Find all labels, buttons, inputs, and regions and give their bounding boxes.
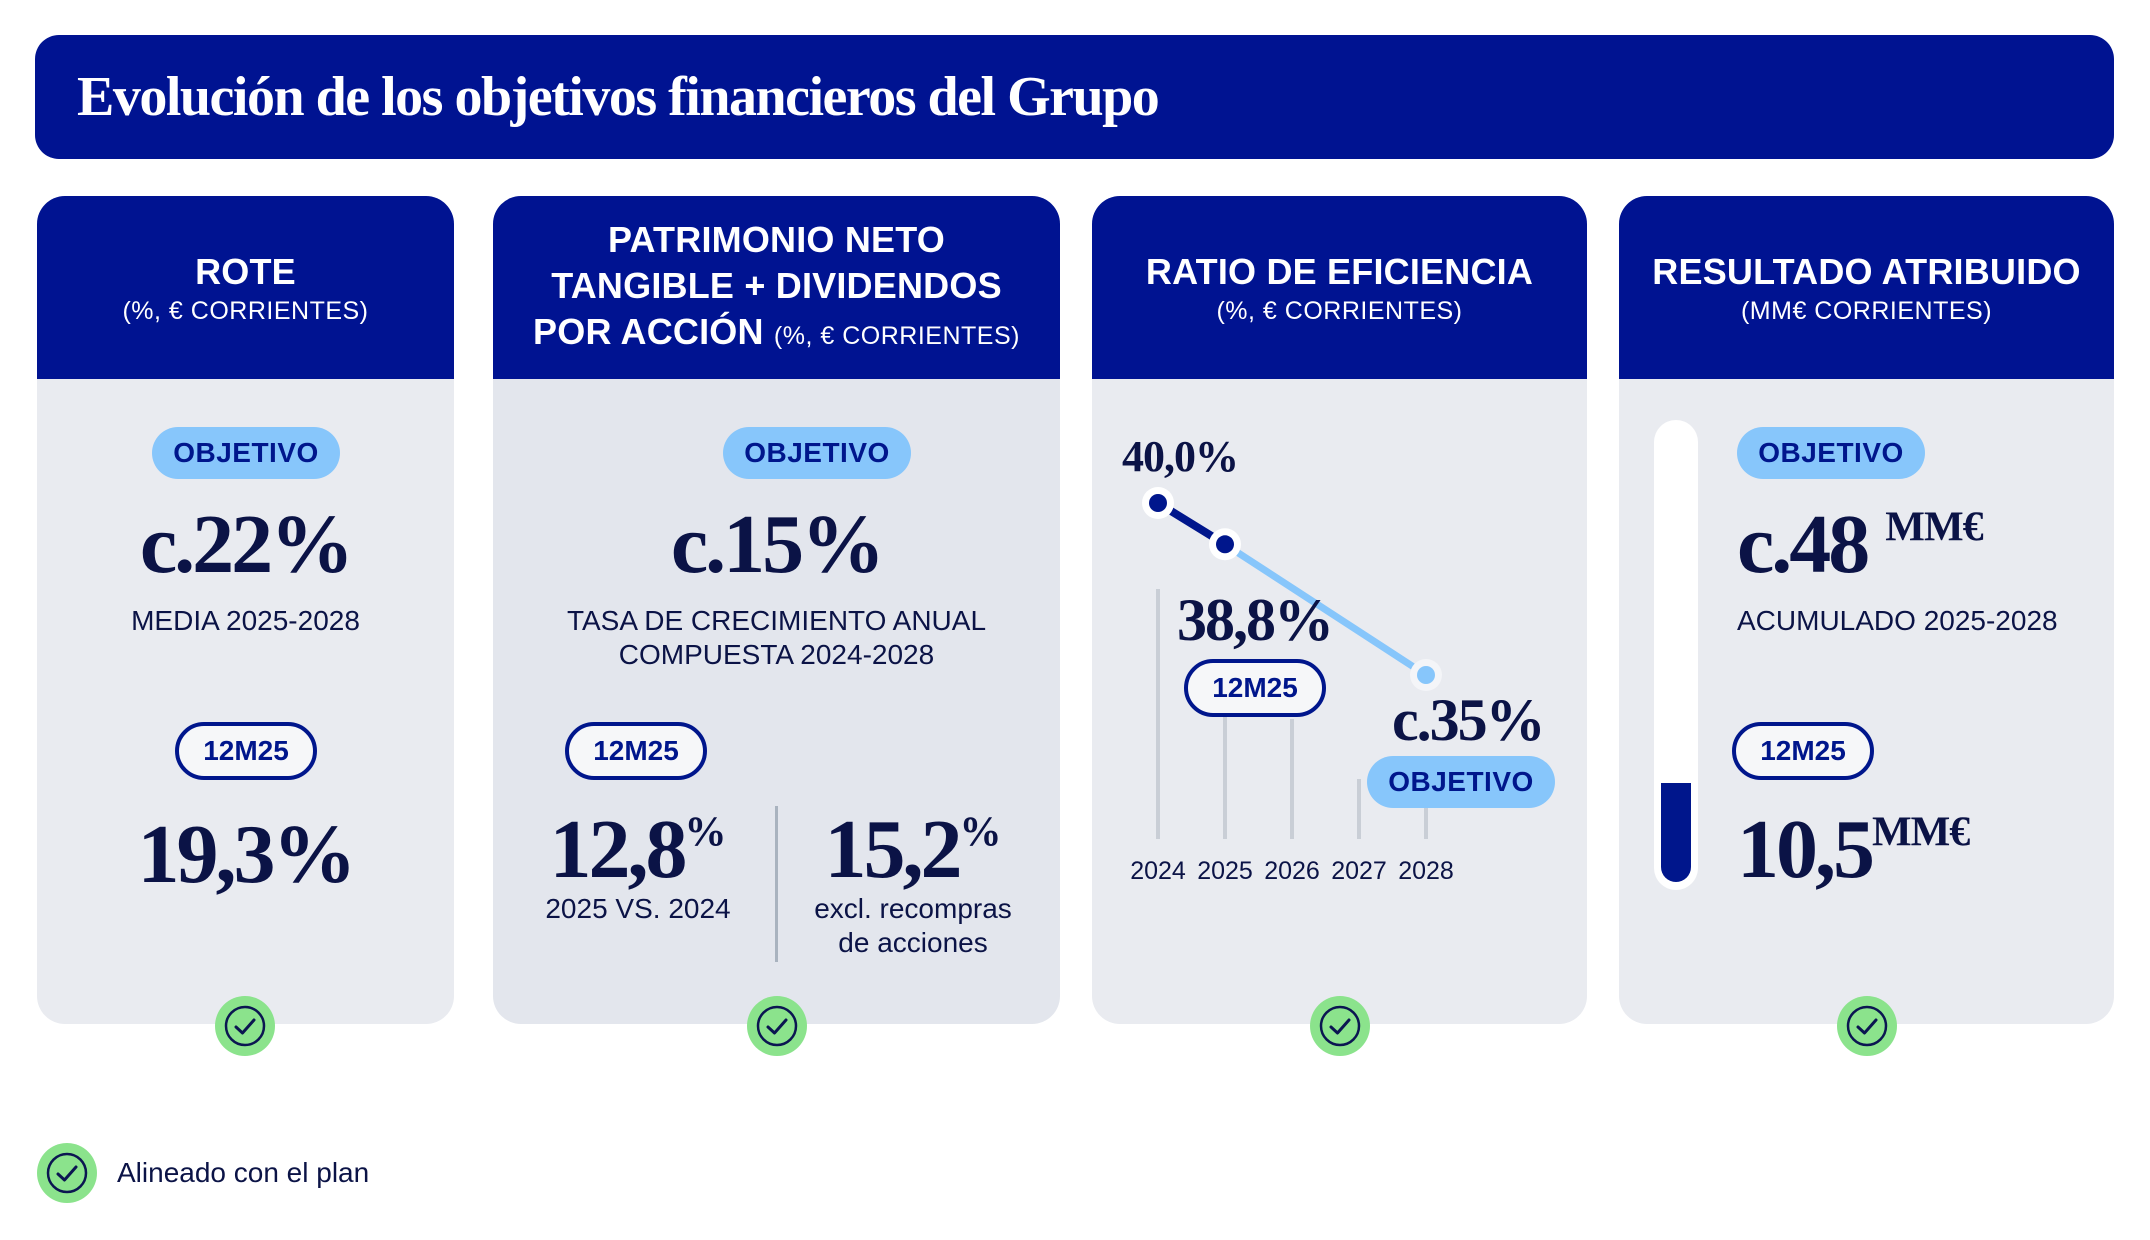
actual-note-right-line: de acciones <box>838 927 988 958</box>
data-point-2024 <box>1149 494 1167 512</box>
card-subtitle: (MM€ CORRIENTES) <box>1740 296 1993 325</box>
page-title: Evolución de los objetivos financieros d… <box>77 66 1160 128</box>
target-value: c.22% <box>139 498 354 591</box>
card-header: RATIO DE EFICIENCIA (%, € CORRIENTES) <box>1092 196 1587 379</box>
value-unit: % <box>959 809 1002 856</box>
check-circle-icon <box>37 1143 97 1203</box>
card-title-line: PATRIMONIO NETO <box>607 218 945 260</box>
title-bar: Evolución de los objetivos financieros d… <box>35 35 2114 159</box>
divider <box>775 806 778 962</box>
data-point-2025 <box>1216 535 1234 554</box>
card-title: RESULTADO ATRIBUIDO <box>1652 250 2081 292</box>
x-tick-label: 2024 <box>1130 857 1186 885</box>
legend: Alineado con el plan <box>37 1143 369 1203</box>
check-circle-icon <box>1837 996 1897 1056</box>
value-number: c.48 <box>1737 498 1870 591</box>
actual-note-left: 2025 VS. 2024 <box>545 893 731 924</box>
target-badge: OBJETIVO <box>723 427 911 479</box>
target-badge: OBJETIVO <box>152 427 340 479</box>
progress-thermometer <box>1654 420 1698 890</box>
target-value: c.15% <box>670 498 885 591</box>
actual-note-right-line: excl. recompras <box>814 893 1012 924</box>
target-note: ACUMULADO 2025-2028 <box>1737 605 2058 636</box>
label-target: c.35% <box>1392 687 1546 753</box>
card-title: ROTE <box>195 250 296 292</box>
card-title-line: TANGIBLE + DIVIDENDOS <box>551 264 1002 306</box>
card-subtitle: (%, € CORRIENTES) <box>122 296 369 325</box>
value-unit: MM€ <box>1885 504 1983 551</box>
x-tick-label: 2027 <box>1331 857 1387 885</box>
label-2024: 40,0% <box>1122 432 1239 481</box>
series-line-objetivo <box>1221 540 1430 679</box>
legend-label: Alineado con el plan <box>117 1157 370 1188</box>
check-circle-icon <box>215 996 275 1056</box>
label-2025: 38,8% <box>1177 587 1334 653</box>
actual-value-right: 15,2% <box>793 801 1033 898</box>
period-badge: 12M25 <box>1732 722 1874 780</box>
period-badge: 12M25 <box>175 722 317 780</box>
card-title: RATIO DE EFICIENCIA <box>1145 250 1534 292</box>
value-unit: % <box>684 809 727 856</box>
value-number: 12,8 <box>549 803 688 896</box>
check-circle-icon <box>1310 996 1370 1056</box>
value-unit: MM€ <box>1872 809 1970 856</box>
card-header: PATRIMONIO NETO TANGIBLE + DIVIDENDOS PO… <box>493 196 1060 379</box>
card-rote: ROTE (%, € CORRIENTES) OBJETIVO c.22% ME… <box>37 196 454 1056</box>
actual-value: 19,3% <box>137 808 357 901</box>
card-net-income: RESULTADO ATRIBUIDO (MM€ CORRIENTES) OBJ… <box>1619 196 2114 1056</box>
target-note-line: COMPUESTA 2024-2028 <box>618 639 935 670</box>
card-subtitle: (%, € CORRIENTES) <box>1216 296 1463 325</box>
x-tick-label: 2025 <box>1197 857 1253 885</box>
card-efficiency-ratio: RATIO DE EFICIENCIA (%, € CORRIENTES) 40… <box>1092 196 1587 1056</box>
actual-value: 10,5MM€ <box>1737 801 1970 898</box>
value-number: 10,5 <box>1737 803 1875 896</box>
card-subtitle: (%, € CORRIENTES) <box>773 321 1020 350</box>
card-header: RESULTADO ATRIBUIDO (MM€ CORRIENTES) <box>1619 196 2114 379</box>
period-badge: 12M25 <box>565 722 707 780</box>
period-badge: 12M25 <box>1184 659 1326 717</box>
x-tick-label: 2026 <box>1264 857 1320 885</box>
data-point-2028 <box>1417 666 1435 684</box>
efficiency-line-chart <box>1142 487 1442 839</box>
target-note: MEDIA 2025-2028 <box>131 605 360 636</box>
progress-fill <box>1661 782 1691 882</box>
x-tick-label: 2028 <box>1398 857 1454 885</box>
target-badge: OBJETIVO <box>1367 756 1555 808</box>
card-tnav-dps: PATRIMONIO NETO TANGIBLE + DIVIDENDOS PO… <box>493 196 1060 1056</box>
target-value: c.48 MM€ <box>1737 496 1984 593</box>
target-note-line: TASA DE CRECIMIENTO ANUAL <box>566 605 987 636</box>
actual-value-left: 12,8% <box>533 801 743 898</box>
check-circle-icon <box>747 996 807 1056</box>
target-badge: OBJETIVO <box>1737 427 1925 479</box>
card-title-line: POR ACCIÓN <box>533 310 764 352</box>
card-header: ROTE (%, € CORRIENTES) <box>37 196 454 379</box>
value-number: 15,2 <box>824 803 963 896</box>
